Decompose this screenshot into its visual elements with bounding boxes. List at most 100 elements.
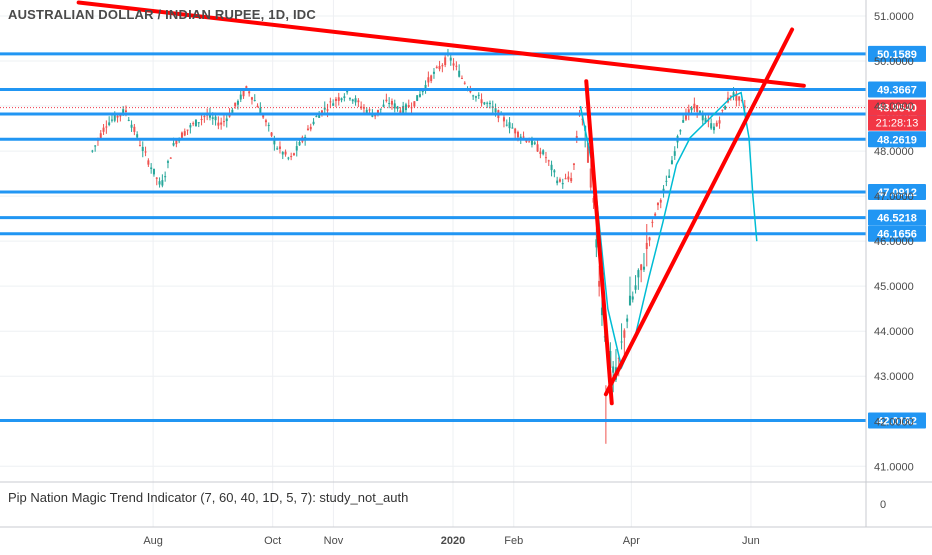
candle-body (544, 157, 547, 159)
candle-body (122, 109, 125, 115)
candle-body (483, 102, 486, 105)
candle-body (399, 110, 402, 113)
candle-body (449, 57, 452, 61)
candle-body (508, 122, 511, 129)
y-tick-label: 51.0000 (874, 11, 914, 23)
candle-body (721, 109, 724, 111)
candle-body (127, 119, 130, 121)
candle-body (435, 66, 438, 68)
x-tick-label: Apr (623, 535, 640, 547)
candle-body (348, 98, 351, 100)
candle-body (270, 132, 273, 136)
candle-body (236, 100, 239, 105)
candle-body (351, 99, 354, 102)
candle-body (357, 100, 360, 103)
candle-body (402, 105, 405, 114)
candle-body (427, 77, 430, 83)
candle-body (486, 102, 489, 104)
candle-body (298, 141, 301, 146)
candle-body (572, 163, 575, 165)
candle-body (306, 128, 309, 131)
candle-body (609, 351, 612, 369)
candle-body (99, 133, 102, 138)
candle-body (514, 128, 517, 134)
candle-body (152, 168, 155, 175)
candle-body (648, 237, 651, 241)
candle-body (340, 98, 343, 101)
candle-body (278, 146, 281, 149)
candle-body (421, 90, 424, 93)
candle-body (166, 161, 169, 163)
y-tick-label: 46.0000 (874, 236, 914, 248)
candle-body (374, 115, 377, 117)
candle-body (292, 153, 295, 156)
candle-body (323, 107, 326, 110)
candle-body (413, 101, 416, 107)
candle-body (679, 130, 682, 132)
candle-body (511, 127, 514, 129)
y-tick-label: 44.0000 (874, 326, 914, 338)
level-layer: 50.158949.366748.823448.261947.091246.52… (0, 45, 926, 429)
candle-body (379, 108, 382, 110)
chart-title: AUSTRALIAN DOLLAR / INDIAN RUPEE, 1D, ID… (8, 7, 316, 22)
candle-body (732, 92, 735, 97)
candle-body (124, 110, 127, 113)
candle-body (735, 93, 738, 101)
candle-body (186, 129, 189, 131)
candle-body (329, 101, 332, 103)
candle-body (673, 151, 676, 156)
candle-body (687, 109, 690, 115)
candle-body (690, 107, 693, 111)
candle-body (558, 179, 561, 182)
candle-body (262, 115, 265, 118)
level-price-tag (868, 131, 926, 148)
level-price-tag (868, 184, 926, 201)
candle-body (488, 102, 491, 105)
candle-body (718, 120, 721, 124)
candle-body (130, 124, 133, 128)
candle-body (281, 151, 284, 155)
level-price-label: 42.0182 (877, 415, 917, 427)
candle-body (407, 105, 410, 107)
candle-body (169, 157, 172, 159)
y-tick-label: 50.0000 (874, 56, 914, 68)
candle-body (600, 307, 603, 316)
candle-body (385, 99, 388, 102)
level-price-label: 46.1656 (877, 229, 917, 241)
candle-body (150, 167, 153, 169)
candle-body (267, 124, 270, 126)
candle-body (542, 150, 545, 155)
candle-body (220, 122, 223, 125)
candle-body (102, 127, 105, 132)
candle-body (477, 94, 480, 96)
candle-body (707, 120, 710, 122)
candle-body (388, 103, 391, 105)
y-tick-label: 47.0000 (874, 191, 914, 203)
candle-body (203, 116, 206, 118)
candle-body (659, 199, 662, 203)
candle-body (264, 120, 267, 123)
candle-body (396, 106, 399, 109)
candle-body (318, 113, 321, 118)
candle-body (418, 94, 421, 97)
candle-body (290, 156, 293, 158)
candle-body (598, 280, 601, 287)
candle-body (536, 144, 539, 152)
countdown-label: 21:28:13 (876, 118, 919, 130)
candle-body (637, 270, 640, 278)
candle-body (570, 178, 573, 182)
candle-body (234, 102, 237, 107)
x-tick-label: Oct (264, 535, 281, 547)
candle-body (460, 77, 463, 79)
candle-body (368, 109, 371, 111)
magic-trend-line (579, 91, 758, 370)
candle-body (519, 136, 522, 139)
x-tick-label: 2020 (441, 535, 465, 547)
x-tick-label: Feb (504, 535, 523, 547)
candle-body (138, 145, 141, 147)
candle-body (438, 66, 441, 70)
level-price-label: 50.1589 (877, 49, 917, 61)
